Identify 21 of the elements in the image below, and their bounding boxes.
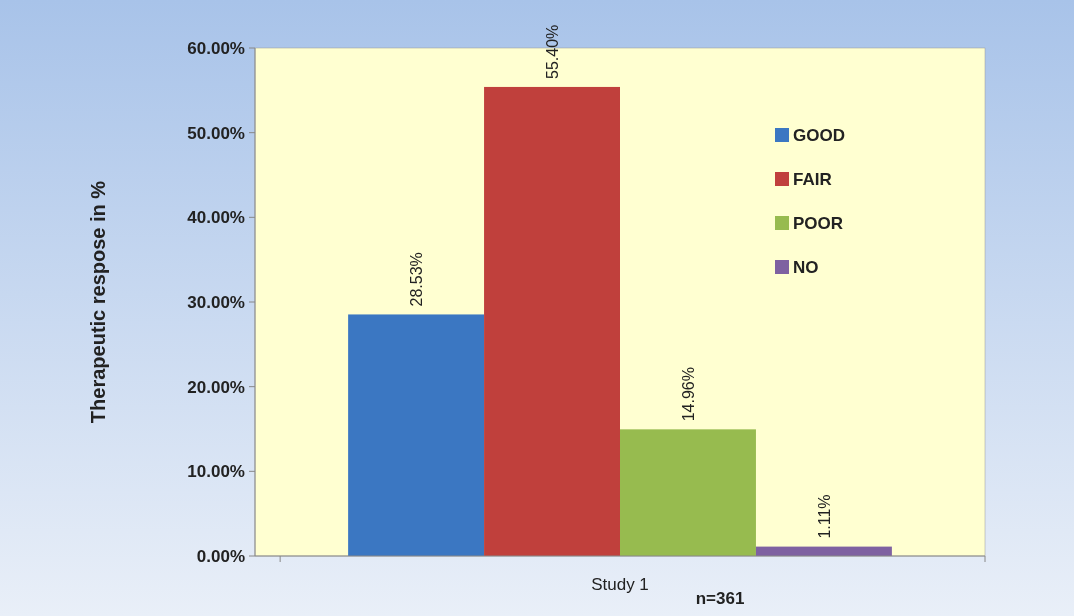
text: n=361 bbox=[695, 589, 745, 608]
y-tick-label: 0.00% bbox=[196, 546, 245, 566]
y-tick-label: 60.00% bbox=[187, 38, 245, 58]
bar bbox=[348, 314, 485, 556]
y-tick-label: 10.00% bbox=[187, 462, 245, 482]
bar bbox=[620, 429, 756, 556]
legend-label: POOR bbox=[793, 213, 844, 233]
data-label: 1.11% bbox=[815, 494, 833, 539]
y-tick-label: 20.00% bbox=[187, 377, 245, 397]
data-label: 55.40% bbox=[544, 24, 562, 79]
legend-label: FAIR bbox=[793, 169, 832, 189]
bar bbox=[484, 86, 620, 556]
y-tick-label: 30.00% bbox=[187, 292, 245, 312]
legend-label: GOOD bbox=[793, 125, 845, 145]
data-label: 14.96% bbox=[679, 367, 697, 422]
y-axis-title: Therapeutic respose in % bbox=[87, 180, 109, 424]
x-tick-label: Study 1 bbox=[591, 575, 649, 594]
legend-label: NO bbox=[793, 257, 819, 277]
y-tick-label: 40.00% bbox=[187, 208, 245, 228]
data-label: 28.53% bbox=[408, 252, 426, 307]
y-tick-label: 50.00% bbox=[187, 123, 245, 143]
